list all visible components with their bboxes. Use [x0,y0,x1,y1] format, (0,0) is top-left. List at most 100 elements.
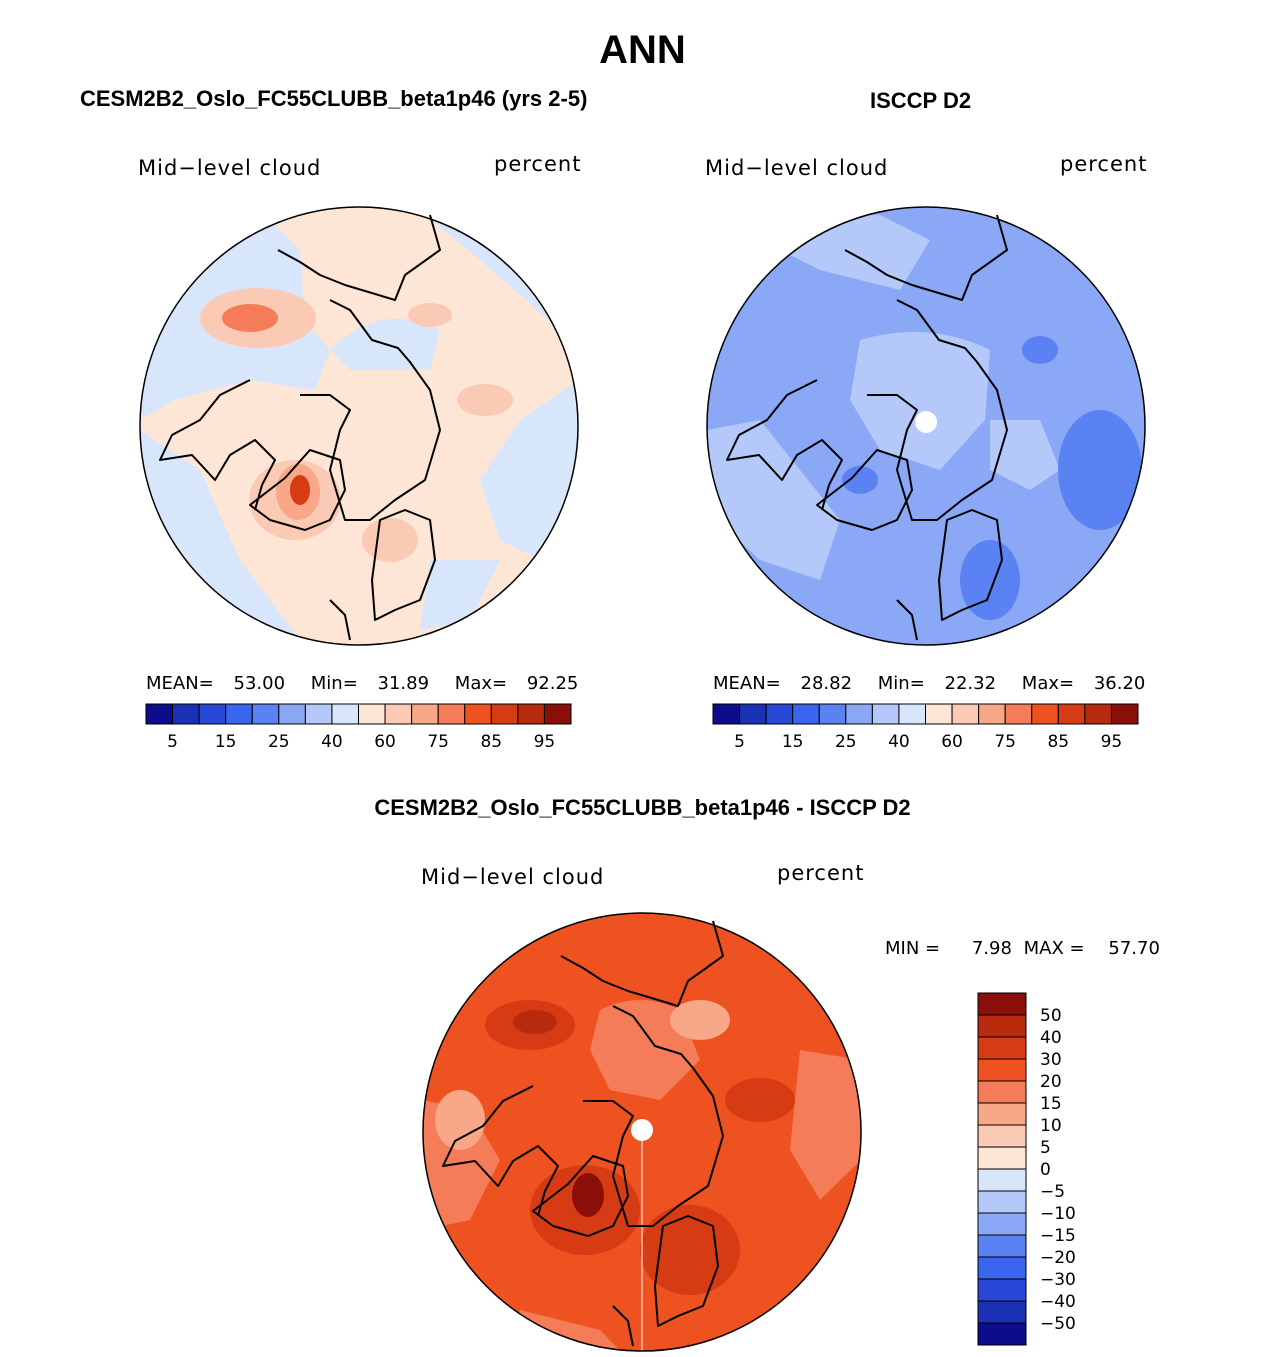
obs-colorbar-swatch [1004,703,1033,725]
model-min-label: Min= [310,673,358,694]
diff-colorbar-swatch [977,1014,1027,1038]
model-colorbar-tick-label: 75 [427,732,449,752]
diff-coastlines [442,920,724,1347]
model-max-label: Max= [454,673,508,694]
obs-colorbar-tick-label: 5 [734,732,745,752]
diff-map [422,912,862,1352]
diff-colorbar-swatch [977,1190,1027,1214]
diff-colorbar-tick-label: 50 [1040,1006,1062,1026]
obs-field-kamchatka-high [1022,336,1058,364]
obs-colorbar-swatch [898,703,926,725]
model-mean-value: 53.00 [233,673,286,694]
diff-colorbar-swatch [977,992,1027,1016]
obs-field-greenland-high [842,466,878,494]
diff-panel-title: CESM2B2_Oslo_FC55CLUBB_beta1p46 - ISCCP … [374,795,911,820]
diff-field-greenland-peak [572,1173,604,1217]
model-colorbar-swatch [172,703,200,725]
obs-min-value: 22.32 [944,673,997,694]
diff-colorbar-tick-label: −40 [1040,1292,1076,1312]
obs-field-east-low [990,420,1060,490]
obs-colorbar-tick-label: 60 [941,732,963,752]
model-panel-title: CESM2B2_Oslo_FC55CLUBB_beta1p46 (yrs 2-5… [80,86,588,111]
model-map-border [139,206,579,646]
obs-map [706,206,1146,646]
figure-title: ANN [599,28,686,72]
diff-colorbar-tick-label: 5 [1040,1138,1051,1158]
obs-field-europe-high [960,540,1020,620]
obs-coastlines [726,214,1008,641]
diff-colorbar-swatch [977,1256,1027,1280]
model-colorbar-swatch [384,703,413,725]
obs-colorbar-swatch [792,703,820,725]
obs-colorbar-tick-label: 85 [1047,732,1069,752]
diff-colorbar-tick-label: 15 [1040,1094,1062,1114]
obs-mean-value: 28.82 [800,673,853,694]
colorbars: 5 15 25 40 60 75 85 95 5 15 25 40 60 75 85 955040302015… [145,703,1139,1346]
diff-colorbar-swatch [977,1300,1027,1324]
diff-field-alaska-peak [513,1010,557,1034]
obs-colorbar-swatch [1084,703,1112,725]
obs-colorbar-swatch [1031,703,1059,725]
obs-variable-label: Mid−level cloud [705,156,889,180]
diff-min-value: 7.98 [971,938,1012,959]
model-colorbar-swatch [198,703,227,725]
diff-field-east-mid [790,1050,861,1200]
model-colorbar-swatch [304,703,333,725]
diff-colorbar-swatch [977,1212,1027,1236]
diff-colorbar-tick-label: −5 [1040,1182,1065,1202]
model-colorbar-swatch [464,703,492,725]
model-field-low-south [420,560,500,630]
diff-colorbar-tick-label: −30 [1040,1270,1076,1290]
obs-field-pacific-high [1058,410,1142,530]
diff-colorbar-tick-label: −10 [1040,1204,1076,1224]
diff-colorbar-swatch [977,1234,1027,1258]
diff-colorbar-swatch [977,1146,1027,1170]
model-map [139,206,579,646]
model-colorbar-swatch [437,703,466,725]
diff-colorbar-tick-label: 0 [1040,1160,1051,1180]
model-min-value: 31.89 [377,673,430,694]
diff-field-arctic-low [670,1000,730,1040]
obs-colorbar-swatch [818,703,847,725]
model-coastlines [159,214,441,641]
obs-colorbar-swatch [765,703,794,725]
model-field-kamchatka-high [408,303,452,327]
model-field-greenland-peak [290,475,310,505]
model-field-alaska-peak [222,304,278,332]
diff-colorbar-tick-label: 30 [1040,1050,1062,1070]
model-colorbar-swatch [543,703,572,725]
model-colorbar-tick-label: 95 [534,732,556,752]
obs-stats: MEAN= 28.82 Min= 22.32 Max= 36.20 [713,673,1145,694]
diff-colorbar-swatch [977,1102,1027,1126]
diff-colorbar-tick-label: −15 [1040,1226,1076,1246]
diff-units-label: percent [777,861,865,885]
model-colorbar-tick-label: 85 [480,732,502,752]
diff-stats: MIN = 7.98 MAX = 57.70 [885,938,1160,959]
model-max-value: 92.25 [526,673,579,694]
diff-map-border [422,912,862,1352]
diff-colorbar-swatch [977,1058,1027,1082]
obs-colorbar-swatch [978,703,1006,725]
obs-colorbar-swatch [871,703,900,725]
obs-units-label: percent [1060,152,1148,176]
diff-pole-gap [631,1119,653,1141]
obs-min-label: Min= [877,673,925,694]
diff-colorbar-swatch [977,1168,1027,1192]
obs-field-arctic-low [850,332,990,470]
obs-panel-title: ISCCP D2 [870,88,972,113]
obs-colorbar-tick-label: 15 [782,732,804,752]
model-colorbar-swatch [490,703,519,725]
diff-max-value: 57.70 [1108,938,1160,959]
diff-colorbar-swatch [977,1080,1027,1104]
obs-field-west-low [707,420,840,580]
obs-max-label: Max= [1021,673,1075,694]
diff-colorbar-tick-label: 20 [1040,1072,1062,1092]
model-units-label: percent [494,152,582,176]
model-colorbar-tick-label: 60 [374,732,396,752]
diff-colorbar-swatch [977,1124,1027,1148]
model-colorbar-tick-label: 40 [321,732,343,752]
model-colorbar-swatch [145,703,174,725]
obs-mean-label: MEAN= [713,673,781,694]
model-field-scandinavia-high [362,518,418,562]
